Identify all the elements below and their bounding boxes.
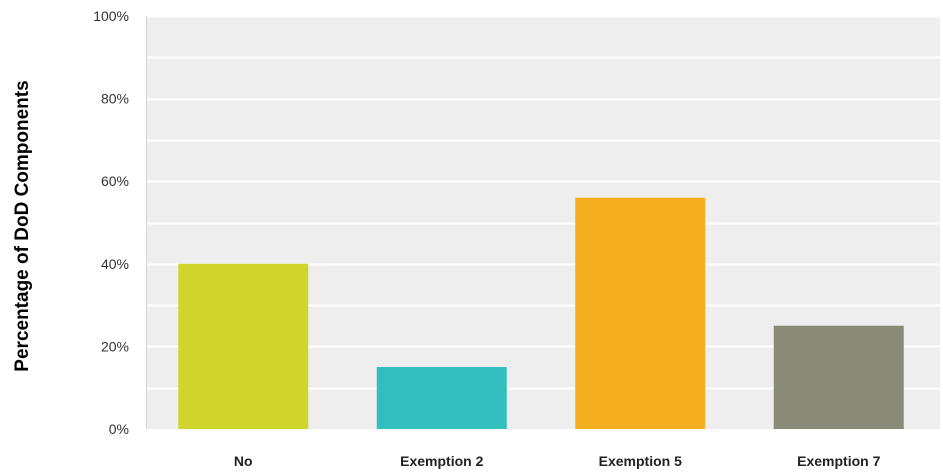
plot-area: 0% 20% 40% 60% 80% 100% No Exemption 2 Exemption…	[93, 8, 940, 469]
x-category-label: Exemption 7	[797, 453, 880, 469]
y-tick-label: 60%	[101, 173, 129, 189]
y-tick-label: 100%	[93, 8, 129, 24]
bar	[773, 325, 904, 429]
x-category-label: Exemption 2	[400, 453, 483, 469]
bar	[178, 263, 309, 429]
y-tick-label: 20%	[101, 338, 129, 354]
y-tick-label: 40%	[101, 256, 129, 272]
y-tick-label: 80%	[101, 91, 129, 107]
y-tick-label: 0%	[109, 421, 129, 437]
bar	[376, 367, 507, 429]
y-axis-title: Percentage of DoD Components	[12, 80, 33, 371]
x-category-label: Exemption 5	[599, 453, 682, 469]
bar	[575, 197, 706, 429]
x-category-label: No	[234, 453, 253, 469]
